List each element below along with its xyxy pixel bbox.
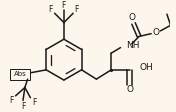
Text: F: F [32,98,36,107]
Text: OH: OH [139,64,153,72]
Text: O: O [152,28,159,37]
Text: O: O [128,13,135,22]
Text: F: F [49,5,53,14]
Text: NH: NH [126,41,140,50]
Text: F: F [62,1,66,10]
Text: Abs: Abs [14,71,27,78]
Text: F: F [21,102,25,111]
Text: F: F [10,96,14,105]
Text: O: O [126,85,133,94]
FancyBboxPatch shape [11,69,30,80]
Text: F: F [75,5,79,14]
